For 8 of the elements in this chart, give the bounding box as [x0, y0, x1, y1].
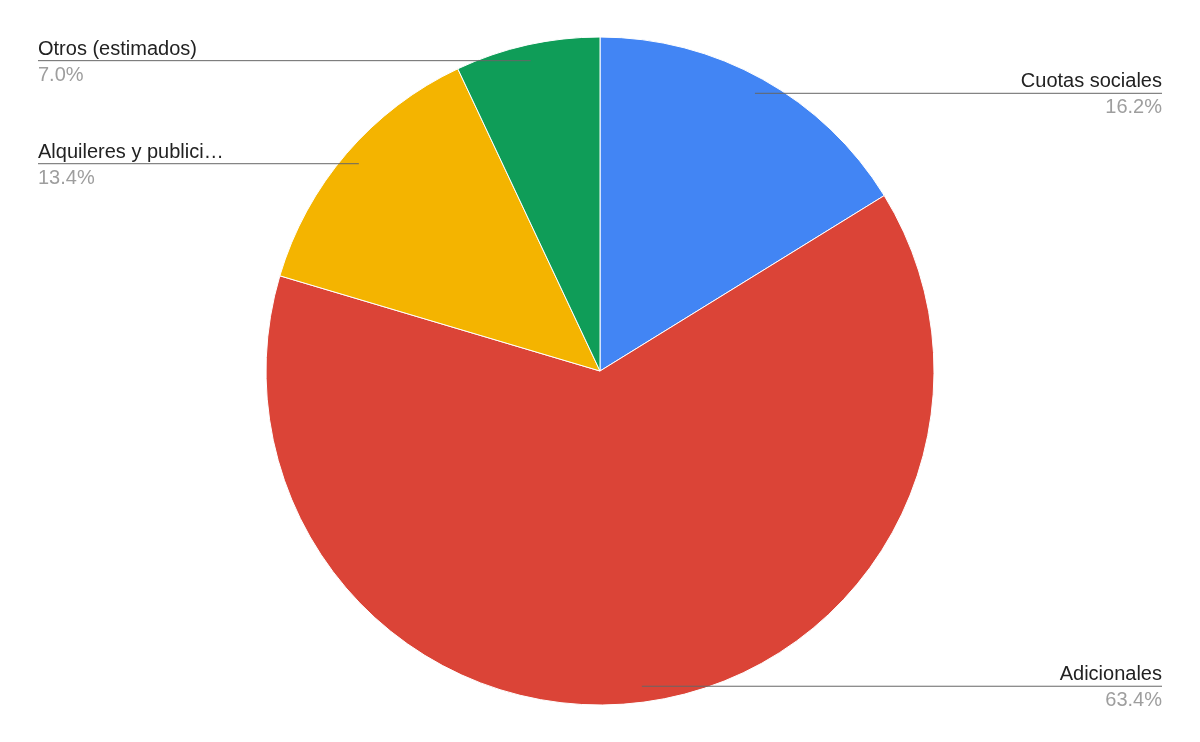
data-label: 16.2% — [1105, 95, 1163, 118]
data-label: 63.4% — [1105, 688, 1163, 711]
data-label: 7.0% — [38, 62, 84, 85]
slice-label: Otros (estimados) — [38, 36, 197, 59]
data-label: 13.4% — [38, 165, 95, 188]
slice-label: Alquileres y publici… — [38, 139, 224, 162]
slice-label: Adicionales — [1059, 662, 1162, 685]
slice-label: Cuotas sociales — [1020, 69, 1162, 92]
